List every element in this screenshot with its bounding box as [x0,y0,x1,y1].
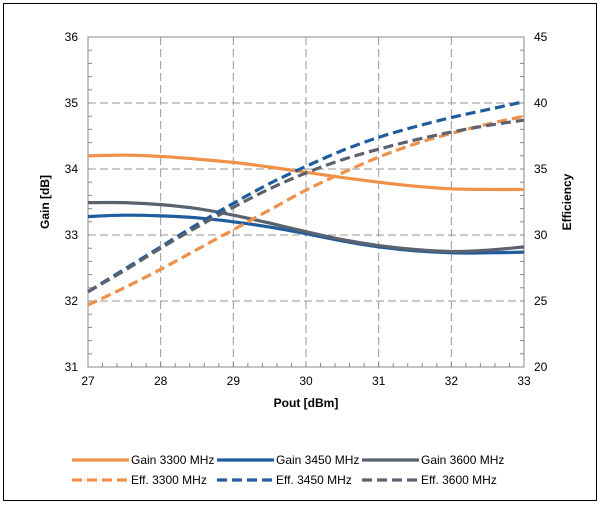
x-tick-label: 31 [372,374,386,388]
x-tick-label: 28 [154,374,168,388]
legend-label-eff-3600-mhz: Eff. 3600 MHz [421,473,497,487]
y2-tick-label: 30 [534,228,548,242]
y2-tick-label: 35 [534,162,548,176]
y2-axis-title: Efficiency [560,173,574,230]
series-line-eff-3600-mhz [87,118,525,294]
x-tick-label: 30 [299,374,313,388]
x-axis-title: Pout [dBm] [274,396,339,410]
y2-tick-label: 40 [534,96,548,110]
series-layer [87,100,525,307]
x-tick-label: 32 [445,374,459,388]
x-tick-label: 29 [227,374,241,388]
y-tick-label: 31 [65,360,79,374]
y-tick-label: 36 [65,30,79,44]
y-tick-label: 34 [65,162,79,176]
x-tick-label: 27 [81,374,95,388]
series-line-gain-3600-mhz [87,200,525,254]
y-axis-title: Gain [dB] [38,175,52,229]
series-line-eff-3300-mhz [87,114,525,307]
y-tick-label: 33 [65,228,79,242]
y2-tick-label: 20 [534,360,548,374]
y-tick-label: 32 [65,294,79,308]
minor-ticks [87,36,525,368]
y-tick-label: 35 [65,96,79,110]
legend-label-gain-3450-mhz: Gain 3450 MHz [276,453,359,467]
grid-layer [88,37,524,367]
x-tick-label: 33 [517,374,531,388]
legend: Gain 3300 MHz Gain 3450 MHz Gain 3600 MHz E… [72,453,504,487]
legend-label-gain-3300-mhz: Gain 3300 MHz [131,453,214,467]
series-line-eff-3450-mhz [87,100,525,294]
chart-frame: 27 28 29 30 31 32 33 31 32 33 34 35 36 20 25 30 35 40 45 P… [3,3,597,501]
legend-label-gain-3600-mhz: Gain 3600 MHz [421,453,504,467]
legend-label-eff-3300-mhz: Eff. 3300 MHz [131,473,207,487]
y2-tick-label: 45 [534,30,548,44]
chart-svg: 27 28 29 30 31 32 33 31 32 33 34 35 36 20 25 30 35 40 45 P… [38,30,574,487]
legend-label-eff-3450-mhz: Eff. 3450 MHz [276,473,352,487]
y2-tick-label: 25 [534,294,548,308]
tick-labels: 27 28 29 30 31 32 33 31 32 33 34 35 36 20 25 30 35 40 45 [65,30,548,388]
